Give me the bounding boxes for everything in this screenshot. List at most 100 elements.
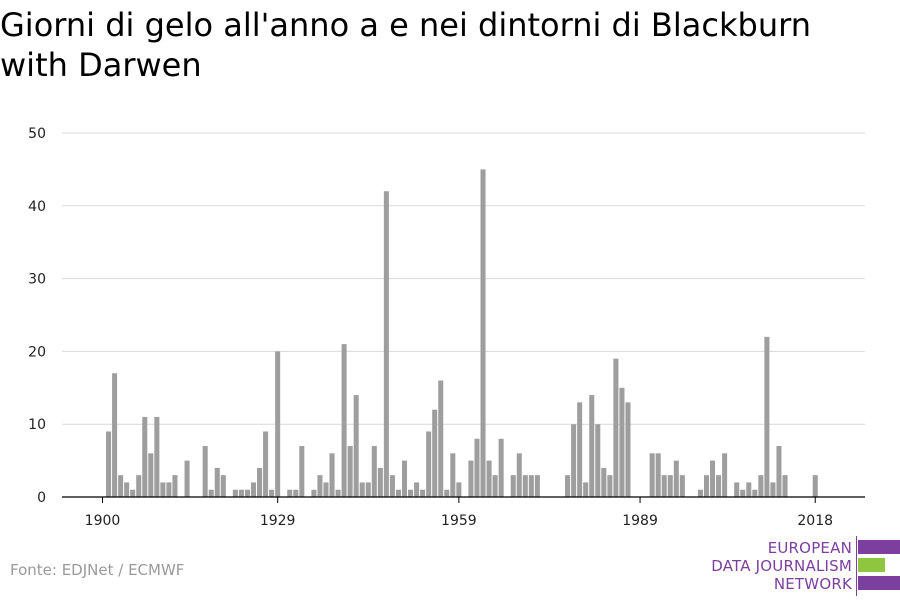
- y-tick-label: 40: [28, 199, 46, 215]
- bar: [565, 475, 571, 497]
- bar: [130, 489, 136, 497]
- chart-title: Giorni di gelo all'anno a e nei dintorni…: [0, 6, 811, 84]
- bar: [655, 453, 661, 497]
- bar: [703, 475, 710, 497]
- bar: [347, 446, 353, 497]
- bar: [160, 482, 166, 497]
- bar: [172, 475, 178, 497]
- logo-divider: [856, 536, 857, 596]
- bar: [214, 467, 220, 497]
- bar: [353, 395, 359, 497]
- bar: [776, 446, 782, 497]
- bar: [154, 416, 160, 497]
- y-tick-label: 10: [28, 417, 46, 433]
- bar: [716, 475, 722, 497]
- bar: [528, 475, 534, 497]
- bar: [166, 482, 172, 497]
- bar: [583, 482, 589, 497]
- y-tick-label: 30: [28, 272, 46, 288]
- bar: [426, 431, 432, 497]
- bar: [577, 402, 583, 497]
- bar: [377, 467, 383, 497]
- bar: [734, 482, 740, 497]
- bar: [414, 482, 420, 497]
- x-tick-label: 1989: [622, 513, 658, 529]
- bar: [371, 446, 377, 497]
- bar: [812, 475, 818, 497]
- bar: [625, 402, 631, 497]
- x-tick-label: 1959: [441, 513, 477, 529]
- bar: [589, 395, 595, 497]
- bar: [299, 446, 305, 497]
- logo-bar-green: [858, 558, 885, 572]
- logo-line-network: NETWORK: [773, 575, 852, 593]
- bar: [232, 489, 238, 497]
- bar: [365, 482, 371, 497]
- bar: [456, 482, 462, 497]
- bar: [250, 482, 257, 497]
- source-note: Fonte: EDJNet / ECMWF: [10, 561, 185, 579]
- bar: [498, 438, 504, 497]
- y-tick-label: 0: [37, 490, 46, 506]
- bar: [468, 460, 474, 497]
- bar: [148, 453, 154, 497]
- bar: [619, 387, 625, 497]
- bar: [667, 475, 673, 497]
- bar: [395, 489, 401, 497]
- bar: [257, 467, 263, 497]
- bar: [263, 431, 269, 497]
- bar: [661, 475, 667, 497]
- bar: [275, 351, 281, 497]
- bar: [401, 460, 408, 497]
- logo-line-data-journalism: DATA JOURNALISM: [711, 557, 852, 575]
- bar: [764, 336, 770, 497]
- x-tick-label: 1929: [260, 513, 296, 529]
- bar: [118, 475, 124, 497]
- bar: [136, 475, 142, 497]
- bar: [341, 344, 347, 497]
- bar: [649, 453, 655, 497]
- bar: [607, 475, 613, 497]
- bar: [450, 453, 456, 497]
- bar: [679, 475, 685, 497]
- bar: [359, 482, 365, 497]
- bar: [432, 409, 438, 497]
- bar: [124, 482, 130, 497]
- x-tick-label: 1900: [85, 513, 121, 529]
- bars: [106, 169, 818, 498]
- bar: [317, 475, 323, 497]
- bar: [510, 475, 516, 497]
- bar: [697, 489, 703, 497]
- bar: [722, 453, 728, 497]
- bar: [492, 475, 498, 497]
- bar: [106, 431, 112, 497]
- bar: [758, 475, 764, 497]
- bar: [329, 453, 335, 497]
- bar: [438, 380, 444, 497]
- bar: [269, 489, 275, 497]
- bar: [740, 489, 746, 497]
- bar: [444, 489, 450, 497]
- bar: [112, 373, 118, 497]
- bar: [746, 482, 752, 497]
- logo-bar-purple-top: [858, 540, 900, 554]
- bar: [516, 453, 522, 497]
- edjnet-logo: EUROPEAN DATA JOURNALISM NETWORK: [700, 536, 900, 596]
- bar: [383, 191, 389, 498]
- bar: [673, 460, 679, 497]
- logo-bar-purple-bottom: [858, 576, 900, 590]
- bar: [142, 416, 148, 497]
- bar: [293, 489, 299, 497]
- bar: [522, 475, 528, 497]
- gridlines: [62, 132, 865, 425]
- logo-line-european: EUROPEAN: [767, 539, 852, 557]
- bar: [202, 446, 208, 497]
- bar: [244, 489, 250, 497]
- bar: [601, 467, 607, 497]
- bar: [595, 424, 601, 497]
- y-tick-label: 20: [28, 344, 46, 360]
- bar: [480, 169, 486, 497]
- bar: [238, 489, 244, 497]
- bar: [184, 460, 190, 497]
